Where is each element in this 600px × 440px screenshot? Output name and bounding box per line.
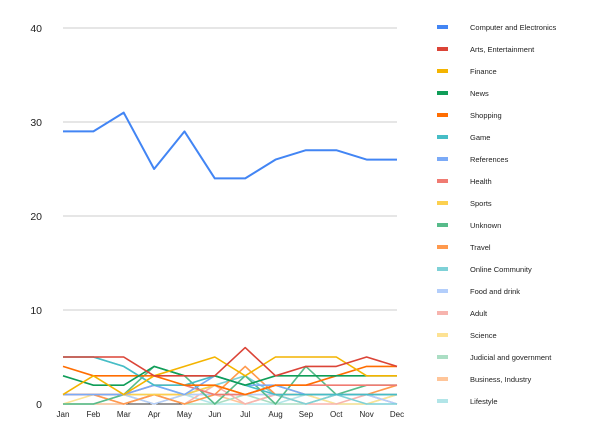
legend-swatch <box>437 245 448 249</box>
series-line <box>63 393 398 405</box>
legend-swatch <box>437 223 448 227</box>
legend-label: Lifestyle <box>470 397 498 406</box>
series-lines <box>62 111 398 405</box>
legend: Computer and Electronics Arts, Entertainm… <box>437 23 557 406</box>
legend-label: Computer and Electronics <box>470 23 557 32</box>
legend-swatch <box>437 157 448 161</box>
legend-label: Science <box>470 331 497 340</box>
x-tick-label: Jul <box>240 410 250 419</box>
x-tick-label: Mar <box>117 410 131 419</box>
legend-label: Health <box>470 177 492 186</box>
legend-label: Business, Industry <box>470 375 532 384</box>
legend-swatch <box>437 377 448 381</box>
legend-swatch <box>437 311 448 315</box>
legend-swatch <box>437 289 448 293</box>
legend-swatch <box>437 25 448 29</box>
gridlines <box>63 27 397 405</box>
legend-swatch <box>437 201 448 205</box>
x-tick-label: Sep <box>299 410 314 419</box>
legend-label: Sports <box>470 199 492 208</box>
legend-label: Online Community <box>470 265 532 274</box>
y-tick-label: 0 <box>36 399 42 411</box>
legend-label: Adult <box>470 309 488 318</box>
legend-label: Judicial and government <box>470 353 552 362</box>
legend-swatch <box>437 333 448 337</box>
legend-swatch <box>437 47 448 51</box>
legend-swatch <box>437 91 448 95</box>
legend-swatch <box>437 113 448 117</box>
y-tick-label: 30 <box>30 117 42 129</box>
x-tick-label: Nov <box>360 410 374 419</box>
legend-swatch <box>437 267 448 271</box>
legend-swatch <box>437 355 448 359</box>
y-tick-label: 10 <box>30 305 42 317</box>
x-tick-label: Jan <box>57 410 70 419</box>
legend-label: Arts, Entertainment <box>470 45 535 54</box>
series-line <box>62 365 397 387</box>
x-tick-label: Jun <box>208 410 221 419</box>
x-tick-label: Aug <box>268 410 282 419</box>
x-axis: Jan Feb Mar Apr May Jun Jul Aug Sep Oct Nov Dec <box>57 410 405 419</box>
legend-label: Food and drink <box>470 287 520 296</box>
legend-swatch <box>437 179 448 183</box>
legend-swatch <box>437 69 448 73</box>
series-line <box>63 346 398 377</box>
x-tick-label: Oct <box>330 410 343 419</box>
legend-label: Game <box>470 133 490 142</box>
y-tick-label: 20 <box>30 211 42 223</box>
series-line <box>62 365 397 396</box>
legend-swatch <box>437 399 448 403</box>
x-tick-label: Feb <box>86 410 100 419</box>
series-line <box>63 111 397 180</box>
legend-label: News <box>470 89 489 98</box>
legend-label: References <box>470 155 509 164</box>
x-tick-label: Apr <box>148 410 161 419</box>
y-tick-label: 40 <box>30 23 42 35</box>
series-line <box>62 356 397 396</box>
legend-swatch <box>437 135 448 139</box>
x-tick-label: Dec <box>390 410 404 419</box>
legend-label: Finance <box>470 67 497 76</box>
x-tick-label: May <box>177 410 192 419</box>
y-axis: 0 10 20 30 40 <box>30 23 42 411</box>
legend-label: Shopping <box>470 111 502 120</box>
legend-label: Travel <box>470 243 491 252</box>
legend-label: Unknown <box>470 221 501 230</box>
